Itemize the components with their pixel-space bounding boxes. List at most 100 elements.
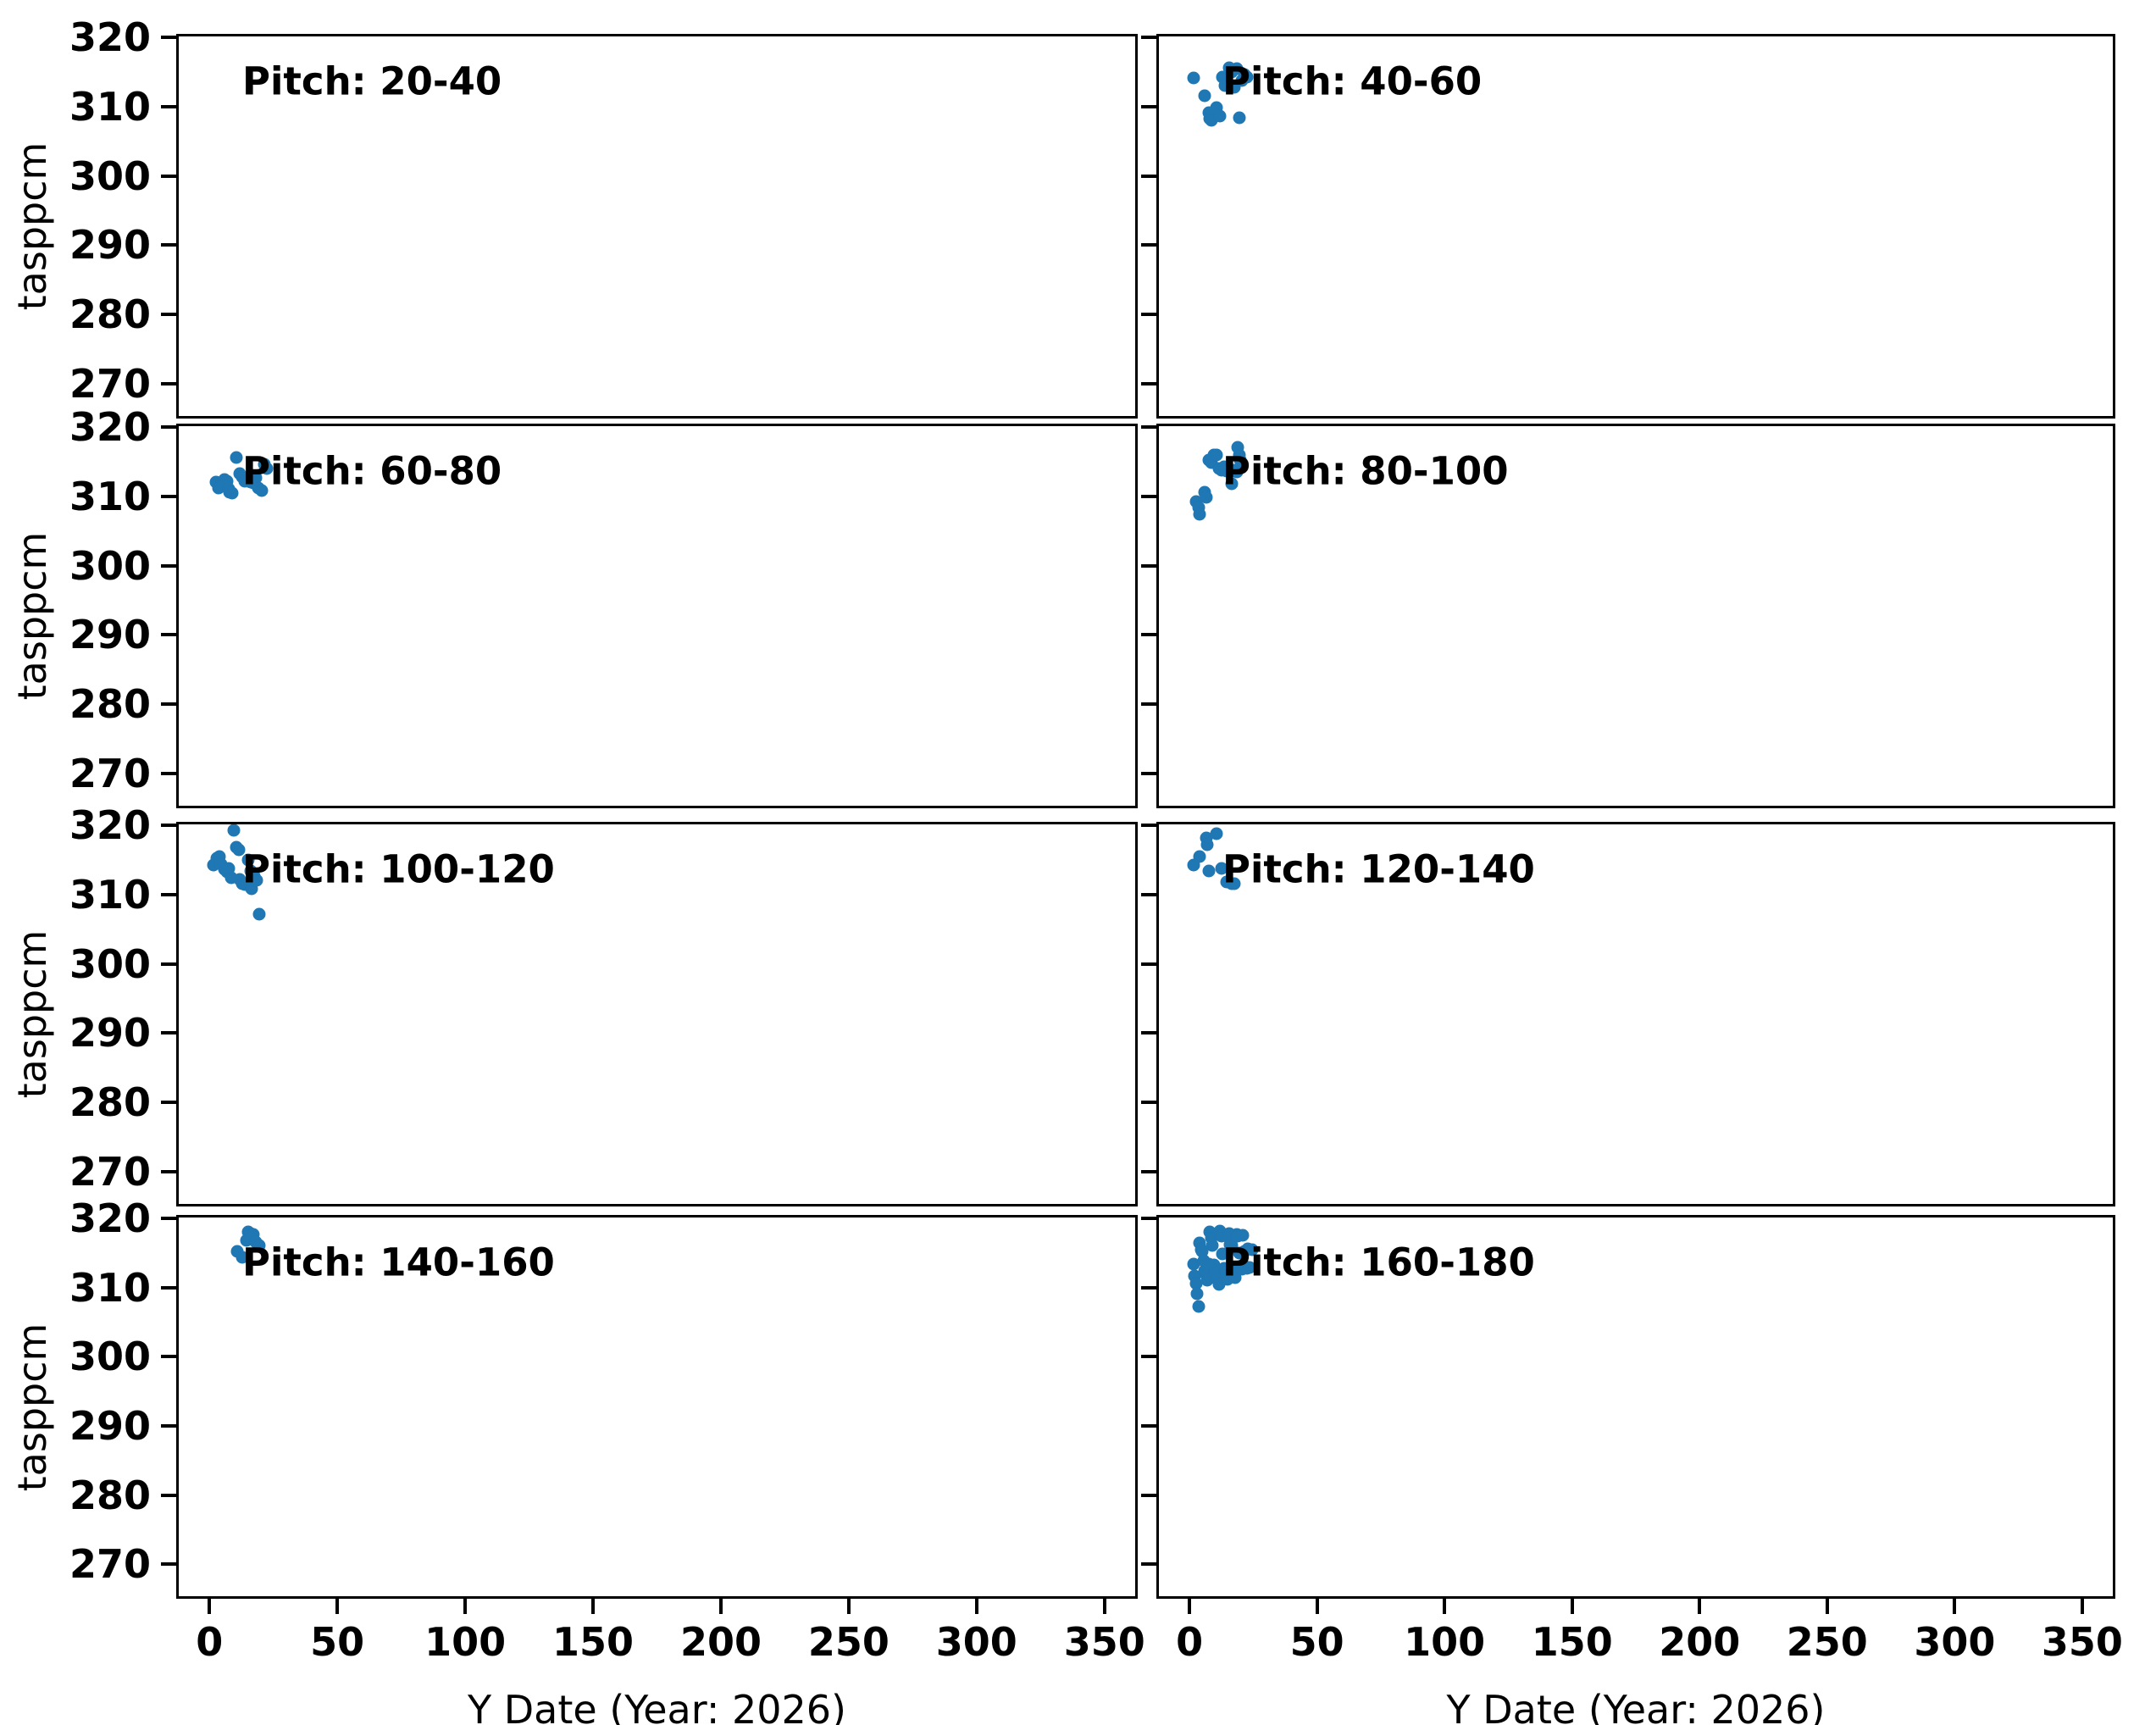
y-tick-mark <box>161 892 176 896</box>
plot-area-pitch-120-140 <box>1159 824 2113 1204</box>
data-point <box>1200 491 1213 504</box>
y-tick-mark <box>161 962 176 966</box>
y-tick-mark <box>1141 962 1156 966</box>
data-point <box>252 1239 266 1252</box>
x-tick-label: 200 <box>1659 1619 1741 1665</box>
x-tick-label: 150 <box>1531 1619 1613 1665</box>
plot-area-pitch-160-180 <box>1159 1217 2113 1596</box>
panel-title-pitch-80-100: Pitch: 80-100 <box>1222 448 1509 494</box>
y-tick-mark <box>1141 1355 1156 1359</box>
y-tick-mark <box>1141 702 1156 707</box>
data-point <box>1202 864 1216 878</box>
data-point <box>241 853 254 867</box>
data-point <box>1193 850 1206 863</box>
x-axis-label: Y Date (Year: 2026) <box>1446 1687 1826 1725</box>
y-axis-label: tasppcm <box>9 1323 55 1491</box>
y-tick-mark <box>161 633 176 637</box>
y-tick-mark <box>161 1170 176 1174</box>
y-tick-mark <box>1141 425 1156 430</box>
y-tick-mark <box>161 1493 176 1497</box>
x-tick-mark <box>1570 1599 1574 1614</box>
data-point <box>1225 477 1239 491</box>
data-point <box>260 462 274 475</box>
data-point <box>222 862 236 875</box>
data-point <box>1195 1245 1209 1258</box>
data-point <box>1245 1243 1259 1256</box>
y-axis-label: tasppcm <box>9 531 55 701</box>
x-tick-label: 350 <box>1063 1619 1145 1665</box>
y-tick-label: 310 <box>69 1264 151 1311</box>
x-tick-label: 50 <box>1289 1619 1344 1665</box>
y-tick-mark <box>161 1423 176 1428</box>
y-tick-mark <box>161 1101 176 1105</box>
x-tick-label: 250 <box>807 1619 890 1665</box>
y-tick-label: 300 <box>69 1334 151 1380</box>
x-tick-label: 100 <box>424 1619 507 1665</box>
x-tick-mark <box>591 1599 596 1614</box>
data-point <box>236 1251 249 1264</box>
plot-area-pitch-40-60 <box>1159 36 2113 416</box>
y-tick-mark <box>1141 104 1156 108</box>
panel-title-pitch-20-40: Pitch: 20-40 <box>242 58 502 104</box>
x-tick-mark <box>1102 1599 1106 1614</box>
y-tick-mark <box>161 382 176 386</box>
x-tick-label: 250 <box>1786 1619 1868 1665</box>
data-point <box>1189 1277 1203 1290</box>
data-point <box>1215 862 1228 875</box>
y-tick-mark <box>161 36 176 40</box>
data-point <box>1236 1229 1250 1242</box>
y-tick-mark <box>1141 1101 1156 1105</box>
y-tick-mark <box>161 772 176 776</box>
panel-title-pitch-100-120: Pitch: 100-120 <box>242 846 555 892</box>
y-tick-label: 290 <box>69 612 151 658</box>
x-tick-mark <box>335 1599 340 1614</box>
data-point <box>1228 877 1241 890</box>
x-tick-mark <box>718 1599 723 1614</box>
y-tick-mark <box>1141 824 1156 828</box>
data-point <box>1190 1287 1204 1301</box>
y-tick-label: 310 <box>69 83 151 130</box>
data-point <box>1205 1239 1219 1252</box>
y-tick-label: 300 <box>69 542 151 589</box>
y-tick-label: 320 <box>69 404 151 451</box>
x-tick-label: 200 <box>679 1619 762 1665</box>
panel-pitch-120-140 <box>1156 822 2115 1206</box>
y-tick-mark <box>161 1217 176 1221</box>
y-tick-mark <box>161 824 176 828</box>
y-tick-mark <box>1141 382 1156 386</box>
plot-area-pitch-60-80 <box>179 426 1135 806</box>
x-tick-label: 50 <box>310 1619 365 1665</box>
y-tick-label: 310 <box>69 871 151 918</box>
data-point <box>227 824 241 837</box>
panel-pitch-20-40 <box>176 34 1138 419</box>
x-tick-label: 0 <box>196 1619 224 1665</box>
y-tick-mark <box>161 425 176 430</box>
y-tick-label: 280 <box>69 1472 151 1518</box>
y-tick-mark <box>1141 313 1156 317</box>
y-tick-mark <box>161 1562 176 1567</box>
data-point <box>1243 1261 1256 1274</box>
panel-title-pitch-40-60: Pitch: 40-60 <box>1222 58 1483 104</box>
y-axis-label: tasppcm <box>9 141 55 311</box>
y-tick-mark <box>161 104 176 108</box>
plot-area-pitch-140-160 <box>179 1217 1135 1596</box>
y-tick-label: 300 <box>69 153 151 199</box>
y-tick-label: 310 <box>69 473 151 519</box>
y-tick-label: 280 <box>69 681 151 728</box>
plot-area-pitch-100-120 <box>179 824 1135 1204</box>
x-tick-label: 0 <box>1176 1619 1204 1665</box>
y-tick-mark <box>161 494 176 498</box>
y-tick-mark <box>161 313 176 317</box>
y-tick-mark <box>1141 1285 1156 1290</box>
x-tick-label: 300 <box>935 1619 1017 1665</box>
data-point <box>1193 508 1206 521</box>
panel-title-pitch-140-160: Pitch: 140-160 <box>242 1240 555 1285</box>
y-tick-label: 280 <box>69 291 151 338</box>
data-point <box>230 451 243 464</box>
y-tick-mark <box>1141 1423 1156 1428</box>
data-point <box>1240 70 1254 84</box>
y-tick-mark <box>161 174 176 178</box>
y-tick-mark <box>1141 1031 1156 1035</box>
y-axis-label: tasppcm <box>9 929 55 1099</box>
